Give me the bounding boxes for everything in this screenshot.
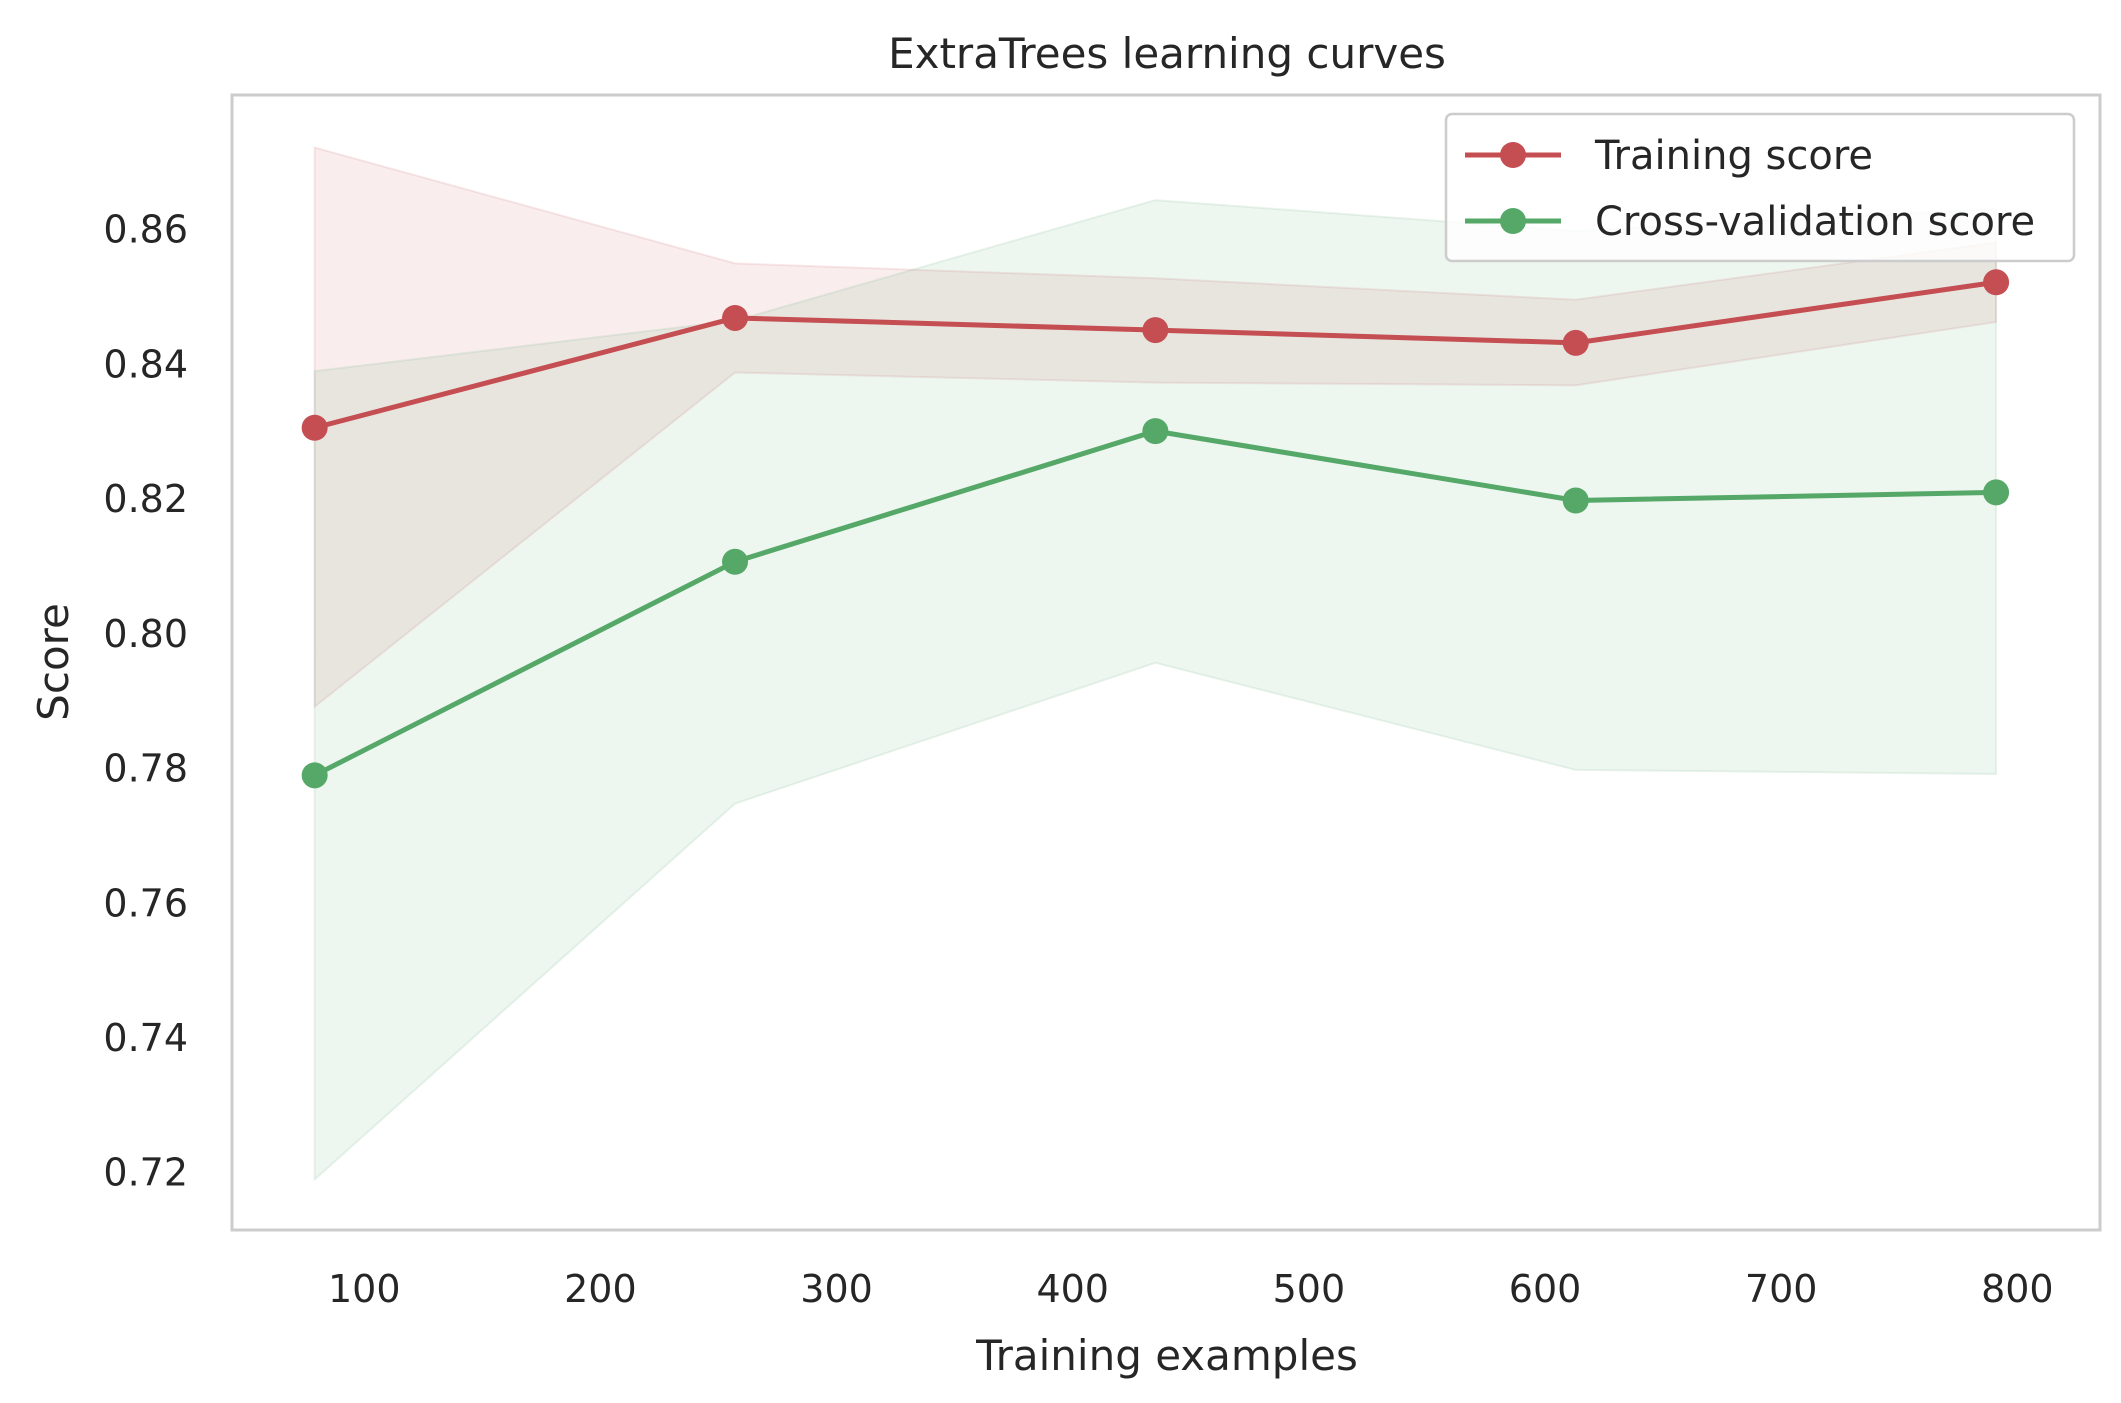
chart-title: ExtraTrees learning curves bbox=[888, 29, 1446, 78]
point-series-0-2 bbox=[1142, 317, 1169, 344]
x-axis-ticks: 100 200 300 400 500 600 700 800 bbox=[328, 1267, 2054, 1311]
y-tick-label: 0.82 bbox=[103, 477, 188, 521]
y-axis-ticks: 0.72 0.74 0.76 0.78 0.80 0.82 0.84 0.86 bbox=[103, 208, 188, 1195]
point-series-1-3 bbox=[1562, 487, 1589, 514]
y-tick-label: 0.84 bbox=[103, 342, 188, 386]
x-tick-label: 600 bbox=[1509, 1267, 1582, 1311]
confidence-bands bbox=[313, 146, 1998, 1182]
x-tick-label: 400 bbox=[1036, 1267, 1109, 1311]
plot-frame bbox=[230, 93, 2102, 1232]
point-series-0-3 bbox=[1562, 329, 1589, 356]
legend-cv-marker bbox=[1500, 208, 1526, 234]
point-series-1-1 bbox=[722, 548, 749, 575]
legend-cv-label: Cross-validation score bbox=[1595, 199, 2035, 245]
y-tick-label: 0.74 bbox=[103, 1016, 188, 1060]
y-tick-label: 0.78 bbox=[103, 747, 188, 791]
legend-training-label: Training score bbox=[1594, 133, 1873, 179]
point-series-0-4 bbox=[1983, 269, 2010, 296]
y-tick-label: 0.86 bbox=[103, 208, 188, 252]
band-series-1 bbox=[313, 199, 1998, 1182]
point-series-1-4 bbox=[1983, 479, 2010, 506]
legend-training-marker bbox=[1500, 142, 1526, 168]
point-series-1-2 bbox=[1142, 418, 1169, 445]
x-tick-label: 200 bbox=[564, 1267, 637, 1311]
y-tick-label: 0.76 bbox=[103, 881, 188, 925]
x-tick-label: 500 bbox=[1273, 1267, 1346, 1311]
legend: Training score Cross-validation score bbox=[1444, 112, 2076, 263]
y-tick-label: 0.72 bbox=[103, 1151, 188, 1195]
x-tick-label: 300 bbox=[800, 1267, 873, 1311]
x-tick-label: 700 bbox=[1745, 1267, 1818, 1311]
x-tick-label: 800 bbox=[1981, 1267, 2054, 1311]
band-series-0 bbox=[313, 146, 1998, 709]
x-tick-label: 100 bbox=[328, 1267, 401, 1311]
legend-box bbox=[1444, 112, 2076, 263]
point-series-1-0 bbox=[301, 762, 328, 789]
series-points bbox=[301, 269, 2010, 789]
y-tick-label: 0.80 bbox=[103, 612, 188, 656]
point-series-0-1 bbox=[722, 304, 749, 331]
y-axis-title: Score bbox=[29, 603, 78, 721]
x-axis-title: Training examples bbox=[975, 1331, 1358, 1380]
point-series-0-0 bbox=[301, 414, 328, 441]
